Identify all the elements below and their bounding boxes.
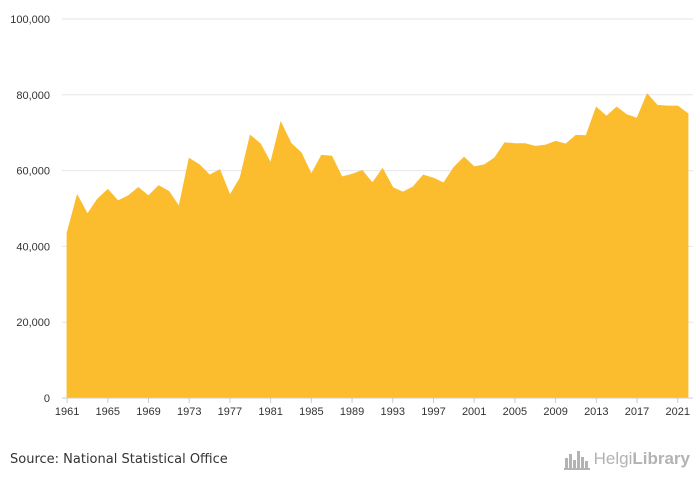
data-point — [533, 144, 538, 149]
x-tick-label: 2021 — [665, 406, 689, 418]
data-point — [512, 141, 517, 146]
data-point — [441, 181, 446, 186]
data-point — [197, 162, 202, 167]
axes: 0 20,000 40,000 60,000 80,000 100,000 1961 1965… — [10, 14, 693, 418]
data-point — [380, 166, 385, 171]
data-point — [502, 140, 507, 145]
data-point — [136, 185, 141, 190]
data-point — [614, 105, 619, 110]
data-point — [339, 175, 344, 180]
x-tick-label: 1985 — [299, 406, 323, 418]
data-point — [431, 176, 436, 181]
data-point — [604, 114, 609, 119]
data-point — [594, 105, 599, 110]
data-point — [655, 103, 660, 108]
city-skyline-icon — [563, 451, 590, 470]
data-point — [166, 189, 171, 194]
area-path — [66, 93, 689, 399]
data-point — [421, 173, 426, 178]
data-point — [156, 183, 161, 188]
x-tick-label: 1997 — [421, 406, 445, 418]
data-point — [288, 141, 293, 146]
data-point — [390, 185, 395, 190]
data-point — [105, 187, 110, 192]
data-point — [675, 104, 680, 109]
brand-name-light: Helgi — [593, 449, 633, 468]
y-tick-label: 20,000 — [16, 317, 50, 329]
source-note: Source: National Statistical Office — [10, 452, 228, 467]
data-point — [329, 154, 334, 159]
x-tick-label: 2001 — [462, 406, 486, 418]
data-point — [177, 204, 182, 209]
data-point — [95, 197, 100, 202]
x-tick-label: 1961 — [55, 406, 79, 418]
data-point — [146, 193, 151, 198]
x-tick-label: 1977 — [218, 406, 242, 418]
y-tick-label: 40,000 — [16, 241, 50, 253]
data-point — [482, 162, 487, 167]
x-tick-label: 1969 — [136, 406, 160, 418]
x-tick-label: 2017 — [625, 406, 649, 418]
data-point — [665, 104, 670, 109]
data-point — [85, 212, 90, 217]
data-point — [238, 176, 243, 181]
data-point — [523, 141, 528, 146]
data-point — [370, 181, 375, 186]
data-point — [645, 92, 650, 97]
data-point — [360, 168, 365, 173]
data-point — [573, 133, 578, 138]
x-tick-label: 2005 — [503, 406, 527, 418]
y-tick-label: 100,000 — [10, 14, 50, 26]
data-point — [400, 190, 405, 195]
data-point — [227, 193, 232, 198]
x-tick-label: 1993 — [381, 406, 405, 418]
data-point — [584, 133, 589, 138]
data-point — [492, 156, 497, 161]
x-tick-label: 1965 — [96, 406, 120, 418]
y-tick-label: 80,000 — [16, 90, 50, 102]
data-point — [563, 142, 568, 147]
x-tick-label: 2009 — [543, 406, 567, 418]
brand-logo[interactable]: Helgi Library — [563, 448, 690, 470]
chart: 0 20,000 40,000 60,000 80,000 100,000 1961 1965… — [10, 14, 693, 418]
data-point — [248, 133, 253, 138]
data-point — [553, 139, 558, 144]
data-point — [65, 231, 70, 236]
data-point — [268, 161, 273, 166]
data-point — [299, 150, 304, 155]
data-point — [319, 153, 324, 158]
data-point — [635, 116, 640, 121]
data-point — [207, 173, 212, 178]
data-point — [75, 193, 80, 198]
data-point — [685, 111, 690, 116]
data-point — [115, 198, 120, 203]
x-tick-label: 1989 — [340, 406, 364, 418]
data-point — [309, 172, 314, 177]
data-point — [462, 155, 467, 160]
x-tick-label: 1981 — [258, 406, 282, 418]
y-tick-label: 60,000 — [16, 166, 50, 178]
area-series — [65, 92, 690, 399]
x-tick-label: 1973 — [177, 406, 201, 418]
data-point — [411, 184, 416, 189]
data-point — [451, 165, 456, 170]
y-tick-label: 0 — [44, 393, 50, 405]
data-point — [624, 112, 629, 117]
data-point — [258, 142, 263, 147]
footer: Source: National Statistical Office Helg… — [0, 440, 700, 483]
data-point — [187, 156, 192, 161]
data-point — [472, 164, 477, 169]
data-point — [278, 120, 283, 125]
data-point — [543, 143, 548, 148]
data-point — [217, 167, 222, 172]
data-point — [126, 193, 131, 198]
data-point — [350, 172, 355, 177]
x-tick-label: 2013 — [584, 406, 608, 418]
brand-name-strong: Library — [632, 449, 690, 468]
